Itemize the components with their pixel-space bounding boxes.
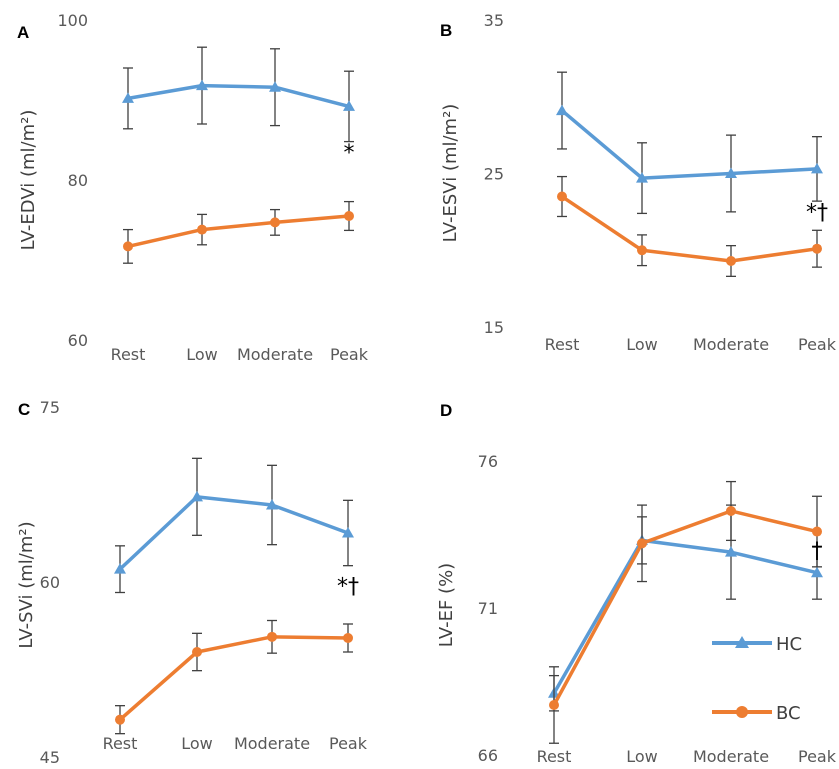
data-point-hc	[343, 100, 355, 111]
x-tick-label: Rest	[111, 345, 146, 364]
data-point-bc	[192, 647, 202, 657]
data-point-hc	[636, 172, 648, 183]
panel-b: B 15 25 35 LV-ESVi (ml/m²) Rest Low Moderate Pea…	[420, 0, 839, 384]
panel-letter: B	[440, 21, 452, 40]
y-tick-label: 75	[40, 398, 60, 417]
panel-letter: A	[17, 23, 29, 42]
series-line-bc	[118, 635, 349, 721]
chart-panel-d: D 66 71 76 LV-EF (%) Rest Low Moderate Peak † HC BC	[436, 401, 837, 766]
y-tick-label: 66	[478, 746, 498, 765]
data-point-hc	[556, 104, 568, 116]
data-point-bc	[123, 241, 133, 252]
data-point-hc	[114, 563, 126, 574]
x-tick-label: Rest	[103, 734, 138, 753]
data-point-bc	[726, 255, 736, 266]
data-point-hc	[725, 546, 737, 557]
y-tick-label: 60	[68, 331, 88, 350]
x-tick-label: Peak	[329, 734, 368, 753]
data-point-hc	[725, 167, 737, 178]
data-point-bc	[637, 245, 647, 256]
significance-marker: *†	[337, 575, 359, 600]
y-tick-label: 100	[57, 11, 88, 30]
panel-letter: D	[440, 401, 452, 420]
data-point-bc	[812, 243, 822, 254]
y-tick-label: 71	[478, 599, 498, 618]
y-axis-title: LV-ESVi (ml/m²)	[440, 104, 461, 243]
data-point-hc	[191, 490, 203, 502]
y-tick-label: 80	[68, 171, 88, 190]
data-point-bc	[344, 211, 354, 221]
data-point-bc	[812, 526, 822, 537]
legend-marker-bc	[736, 706, 748, 718]
series-line-hc	[560, 109, 818, 180]
x-tick-label: Moderate	[237, 345, 313, 364]
x-tick-label: Moderate	[693, 747, 769, 766]
series-line-bc	[552, 509, 818, 706]
x-tick-label: Moderate	[234, 734, 310, 753]
series-line-bc	[561, 195, 818, 263]
data-point-hc	[196, 79, 208, 91]
y-axis-title: LV-EDVi (ml/m²)	[18, 110, 39, 251]
data-point-hc	[811, 162, 823, 174]
data-point-hc	[342, 527, 354, 538]
chart-panel-a: A 60 80 100 LV-EDVi (ml/m²) Rest Low Moderate Pe…	[17, 11, 369, 364]
chart-panel-c: C 45 60 75 LV-SVi (ml/m²) Rest Low Moderate Peak…	[16, 398, 368, 767]
data-point-bc	[115, 714, 125, 725]
x-tick-label: Peak	[798, 335, 837, 354]
significance-marker: *	[344, 141, 355, 166]
data-point-bc	[549, 700, 559, 711]
y-tick-label: 60	[40, 573, 60, 592]
series-line-hc	[118, 495, 349, 571]
series-line-hc	[127, 83, 350, 109]
legend-label-hc: HC	[776, 634, 802, 655]
x-tick-label: Rest	[545, 335, 580, 354]
data-point-bc	[726, 505, 736, 516]
x-tick-label: Low	[626, 747, 658, 766]
y-axis-title: LV-EF (%)	[436, 563, 457, 647]
x-tick-label: Peak	[330, 345, 369, 364]
y-tick-label: 35	[484, 11, 504, 30]
x-tick-label: Rest	[537, 747, 572, 766]
data-point-bc	[557, 191, 567, 202]
x-tick-label: Low	[186, 345, 218, 364]
data-point-bc	[637, 538, 647, 549]
data-point-bc	[197, 224, 207, 235]
y-tick-label: 76	[478, 452, 498, 471]
series-line-bc	[127, 214, 350, 249]
panel-d: D 66 71 76 LV-EF (%) Rest Low Moderate Peak † HC BC	[420, 385, 839, 769]
legend-marker-hc	[735, 636, 749, 648]
panel-a: A 60 80 100 LV-EDVi (ml/m²) Rest Low Moderate Pe…	[0, 0, 419, 384]
panel-c: C 45 60 75 LV-SVi (ml/m²) Rest Low Moderate Peak…	[0, 385, 419, 769]
data-point-hc	[811, 566, 823, 578]
data-point-hc	[122, 92, 134, 103]
x-tick-label: Peak	[798, 747, 837, 766]
series-line-hc	[552, 538, 818, 695]
significance-marker: *†	[806, 201, 828, 226]
data-point-bc	[270, 217, 280, 228]
x-tick-label: Low	[626, 335, 658, 354]
y-tick-label: 45	[40, 748, 60, 767]
x-tick-label: Moderate	[693, 335, 769, 354]
data-point-bc	[267, 631, 277, 642]
data-point-hc	[269, 81, 281, 92]
data-point-bc	[343, 633, 353, 643]
y-tick-label: 25	[484, 165, 504, 184]
y-axis-title: LV-SVi (ml/m²)	[16, 521, 37, 648]
panel-letter: C	[18, 400, 30, 419]
y-tick-label: 15	[484, 318, 504, 337]
legend-label-bc: BC	[776, 703, 801, 724]
chart-panel-b: B 15 25 35 LV-ESVi (ml/m²) Rest Low Moderate Pea…	[440, 11, 837, 354]
x-tick-label: Low	[181, 734, 213, 753]
data-point-hc	[266, 499, 278, 510]
significance-marker: †	[812, 539, 823, 564]
